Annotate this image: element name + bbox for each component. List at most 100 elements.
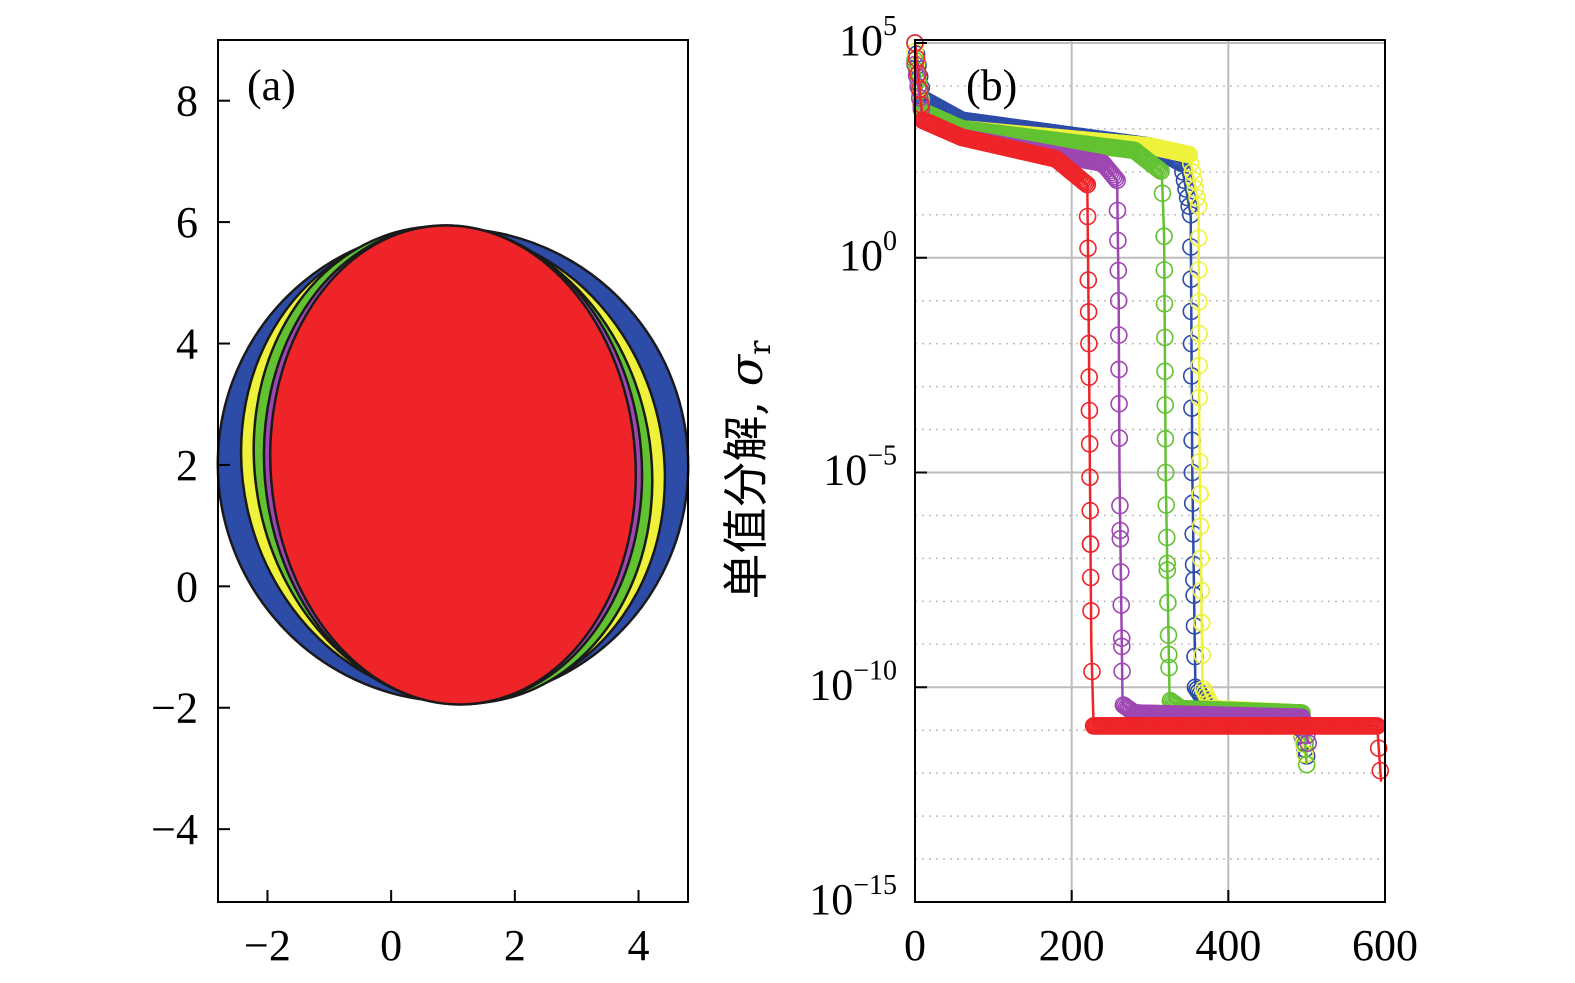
y-axis-label-text: 单值分解,	[719, 386, 773, 599]
panel-a-frame	[217, 39, 689, 903]
data-point	[1189, 197, 1208, 215]
data-point	[1192, 549, 1210, 568]
series-red	[906, 34, 1390, 782]
data-point	[1158, 528, 1176, 547]
data-point	[1080, 435, 1099, 453]
series-group	[906, 34, 1390, 782]
data-point	[1110, 429, 1129, 447]
data-point	[1112, 596, 1130, 614]
data-point	[1110, 326, 1128, 344]
y-axis-label-symbol: σ	[719, 353, 773, 386]
data-point	[1156, 429, 1175, 448]
data-point	[1156, 396, 1174, 414]
data-point	[1156, 328, 1174, 347]
x-tick-label: 200	[1039, 921, 1105, 970]
panel-b-ticks: 0 200 400 600 105 100 10−5 10−10 10−15	[809, 11, 1418, 970]
data-point	[1082, 602, 1100, 620]
data-point	[1190, 356, 1208, 375]
x-tick-label: 0	[380, 921, 402, 970]
data-point	[1155, 227, 1173, 246]
data-point	[1113, 662, 1131, 681]
y-axis-label-subscript: r	[743, 340, 778, 355]
data-point	[1149, 160, 1167, 178]
data-point	[1160, 658, 1178, 677]
data-point	[1079, 271, 1098, 289]
data-point	[1113, 637, 1131, 656]
data-point	[1155, 294, 1174, 313]
data-point	[1190, 452, 1209, 471]
data-point	[1159, 593, 1177, 612]
y-tick-label: 2	[176, 441, 198, 490]
data-point	[1192, 581, 1211, 600]
y-tick-label: 10−15	[809, 870, 897, 924]
y-tick-label: 105	[839, 11, 897, 65]
data-point	[1157, 496, 1175, 514]
data-point	[1190, 293, 1208, 311]
data-point	[1109, 261, 1128, 280]
data-point	[1191, 517, 1210, 536]
panel-b-label: (b)	[966, 61, 1017, 110]
data-point	[1156, 463, 1175, 482]
data-point	[1083, 662, 1101, 681]
x-tick-label: 4	[628, 921, 650, 970]
data-point	[1189, 229, 1208, 247]
y-tick-label: −2	[151, 684, 198, 733]
data-point	[1075, 173, 1093, 191]
data-point	[1081, 535, 1100, 553]
series-line	[913, 51, 1308, 765]
data-point	[1109, 231, 1127, 250]
panel-a-label: (a)	[247, 61, 296, 110]
data-point	[1160, 645, 1178, 664]
panel-b-frame	[914, 39, 1386, 903]
data-point	[1108, 201, 1127, 220]
data-point	[1145, 157, 1164, 176]
data-point	[1190, 261, 1208, 279]
y-tick-label: 0	[176, 562, 198, 611]
data-point	[1147, 158, 1166, 177]
data-point	[1078, 207, 1097, 226]
panel-b: 0 200 400 600 105 100 10−5 10−10 10−15 (b) 单值分解,…	[719, 11, 1418, 970]
x-tick-label: 400	[1195, 921, 1261, 970]
data-point	[1077, 174, 1095, 193]
data-point	[1103, 165, 1122, 184]
data-point	[1111, 496, 1129, 515]
data-point	[1110, 360, 1128, 379]
data-point	[1106, 169, 1125, 188]
data-point	[1190, 388, 1208, 407]
data-point	[1180, 145, 1198, 164]
data-point	[1299, 734, 1317, 752]
x-tick-label: 0	[904, 921, 926, 970]
data-point	[1105, 167, 1123, 186]
data-point	[1152, 162, 1170, 180]
data-point	[1193, 646, 1211, 664]
data-point	[1158, 554, 1176, 573]
y-tick-label: 100	[839, 226, 897, 280]
data-point	[1371, 761, 1390, 780]
data-point	[1112, 629, 1131, 648]
data-point	[1156, 362, 1174, 381]
x-tick-label: 2	[504, 921, 526, 970]
data-point	[1150, 161, 1169, 179]
panel-a-ticks: −2 0 2 4 −4 −2 0 2 4 6 8	[151, 77, 649, 970]
data-point	[1080, 334, 1098, 353]
data-point	[1110, 394, 1128, 413]
data-point	[1159, 626, 1178, 644]
data-point	[1153, 184, 1172, 203]
data-point	[1081, 501, 1099, 520]
data-point	[1185, 171, 1203, 190]
data-point	[1158, 561, 1177, 579]
data-point	[1155, 261, 1174, 279]
data-point	[1111, 529, 1130, 548]
data-point	[1080, 368, 1098, 386]
data-point	[1111, 521, 1129, 540]
data-point	[1369, 739, 1388, 758]
ellipse-red	[268, 224, 638, 706]
data-point	[1191, 485, 1209, 503]
y-tick-label: 10−5	[823, 441, 897, 495]
data-point	[1188, 188, 1206, 207]
y-axis-label: 单值分解, σr	[719, 340, 778, 600]
y-tick-label: −4	[151, 805, 198, 854]
data-point	[1081, 468, 1099, 487]
data-point	[1079, 303, 1098, 321]
